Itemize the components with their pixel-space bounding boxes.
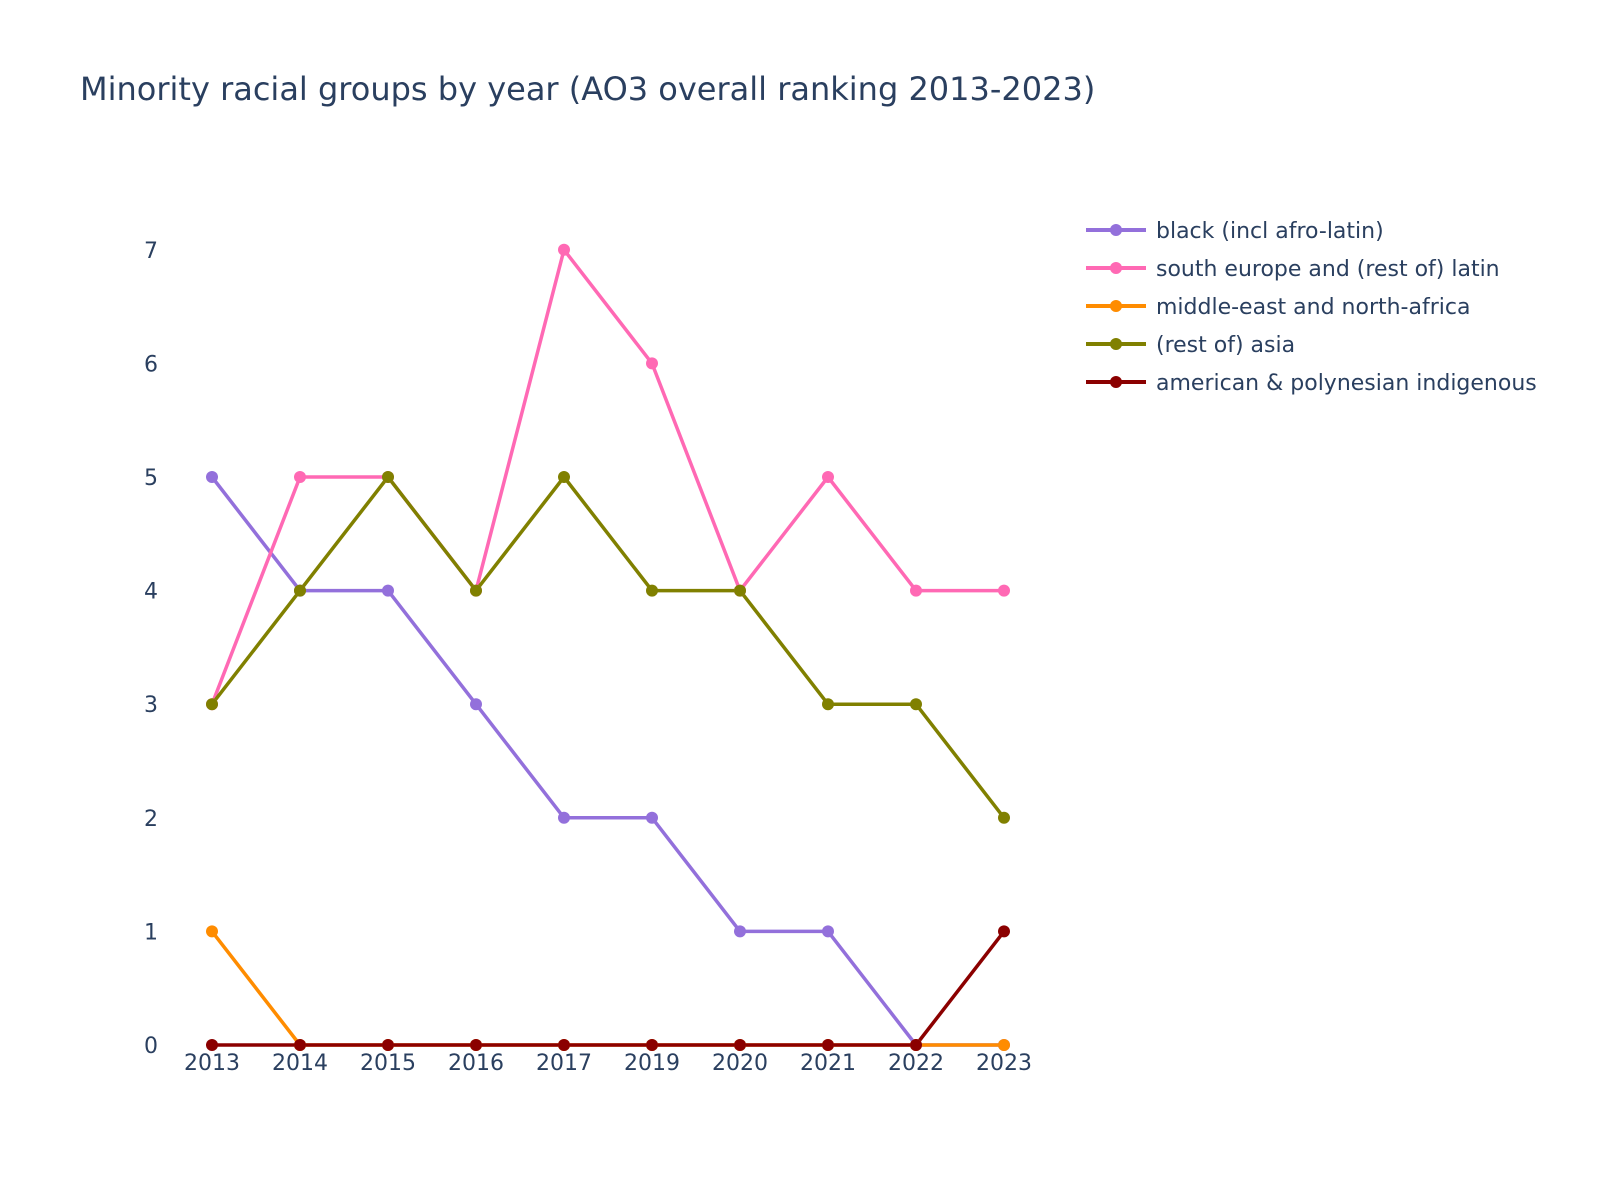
legend-swatch-marker (1110, 300, 1122, 312)
x-axis-ticks: 2013 2014 2015 2016 2017 2019 2020 2021 2022 2023 (184, 1051, 1032, 1076)
data-point[interactable] (382, 1039, 394, 1051)
data-point[interactable] (646, 357, 658, 370)
series-line (210, 248, 1004, 705)
series-points (206, 243, 1010, 1051)
data-point[interactable] (558, 811, 570, 824)
data-point[interactable] (734, 925, 746, 938)
x-tick-label: 2016 (448, 1051, 504, 1076)
data-point[interactable] (382, 584, 394, 597)
legend-swatch-marker (1110, 376, 1122, 388)
data-point[interactable] (822, 1039, 834, 1051)
legend-label[interactable]: black (incl afro-latin) (1156, 219, 1384, 244)
series-line (212, 930, 1006, 1047)
x-tick-label: 2019 (624, 1051, 680, 1076)
data-point[interactable] (910, 584, 922, 597)
data-point[interactable] (822, 471, 834, 483)
data-point[interactable] (558, 243, 570, 256)
y-tick-label: 4 (144, 580, 158, 605)
data-point[interactable] (910, 698, 922, 711)
data-point[interactable] (470, 584, 482, 597)
data-point[interactable] (998, 584, 1010, 597)
data-point[interactable] (206, 471, 218, 483)
data-point[interactable] (294, 1039, 306, 1051)
data-point[interactable] (822, 698, 834, 711)
x-tick-label: 2013 (184, 1051, 240, 1076)
x-tick-label: 2023 (976, 1051, 1032, 1076)
data-point[interactable] (998, 1039, 1010, 1051)
legend-swatch-marker (1110, 224, 1122, 236)
data-point[interactable] (910, 1039, 922, 1051)
y-tick-label: 7 (144, 239, 158, 264)
chart-title: Minority racial groups by year (AO3 over… (80, 70, 1095, 108)
data-point[interactable] (470, 698, 482, 711)
data-point[interactable] (206, 1039, 218, 1051)
data-point[interactable] (206, 925, 218, 938)
data-point[interactable] (646, 1039, 658, 1051)
legend-swatch-marker (1110, 262, 1122, 274)
data-point[interactable] (998, 811, 1010, 824)
y-tick-label: 3 (144, 693, 158, 718)
y-tick-label: 6 (144, 352, 158, 377)
series-line (210, 475, 1006, 819)
data-point[interactable] (382, 471, 394, 483)
y-tick-label: 1 (144, 920, 158, 945)
data-point[interactable] (646, 584, 658, 597)
x-tick-label: 2017 (536, 1051, 592, 1076)
x-tick-label: 2020 (712, 1051, 768, 1076)
series-lines (210, 248, 1006, 1047)
x-tick-label: 2014 (272, 1051, 328, 1076)
legend-label[interactable]: (rest of) asia (1156, 333, 1295, 358)
data-point[interactable] (294, 584, 306, 597)
data-point[interactable] (558, 1039, 570, 1051)
y-tick-label: 5 (144, 466, 158, 491)
data-point[interactable] (206, 698, 218, 711)
y-tick-label: 2 (144, 807, 158, 832)
y-tick-label: 0 (144, 1034, 158, 1059)
legend-label[interactable]: middle-east and north-africa (1156, 295, 1470, 320)
x-tick-label: 2015 (360, 1051, 416, 1076)
legend-label[interactable]: south europe and (rest of) latin (1156, 257, 1500, 282)
legend-swatch-marker (1110, 338, 1122, 350)
x-tick-label: 2022 (888, 1051, 944, 1076)
data-point[interactable] (734, 1039, 746, 1051)
series-line (210, 475, 1004, 1047)
data-point[interactable] (998, 925, 1010, 938)
x-tick-label: 2021 (800, 1051, 856, 1076)
series-line (210, 930, 1004, 1047)
y-axis-ticks: 0 1 2 3 4 5 6 7 (144, 239, 158, 1059)
legend: black (incl afro-latin) south europe and … (1086, 219, 1537, 396)
data-point[interactable] (734, 584, 746, 597)
data-point[interactable] (294, 471, 306, 483)
data-point[interactable] (470, 1039, 482, 1051)
data-point[interactable] (558, 471, 570, 483)
data-point[interactable] (822, 925, 834, 938)
legend-label[interactable]: american & polynesian indigenous (1156, 371, 1537, 396)
data-point[interactable] (646, 811, 658, 824)
